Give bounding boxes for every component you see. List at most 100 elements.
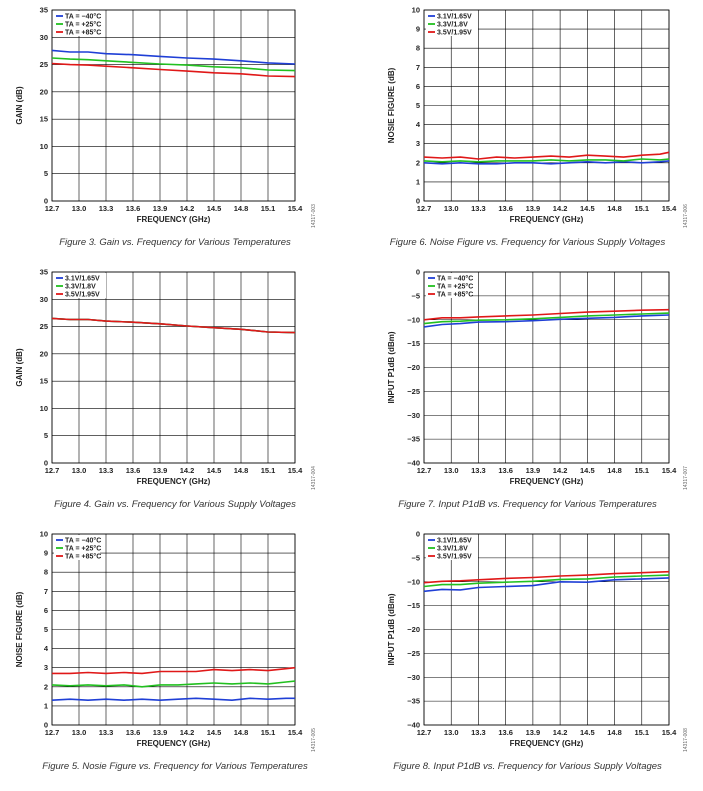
y-tick-label: 0: [44, 197, 48, 206]
x-tick-label: 14.5: [207, 204, 222, 213]
series-line-red: [423, 151, 670, 160]
x-axis-label: FREQUENCY (GHz): [510, 477, 584, 486]
figure-code: 14317-003: [311, 204, 317, 228]
x-tick-label: 12.7: [417, 204, 432, 213]
y-tick-label: 10: [412, 6, 420, 15]
y-tick-label: 10: [40, 404, 48, 413]
chart-caption: Figure 5. Nosie Figure vs. Frequency for…: [42, 761, 308, 772]
x-axis-label: FREQUENCY (GHz): [137, 215, 211, 224]
y-tick-label: −30: [407, 411, 420, 420]
y-tick-label: −5: [411, 553, 420, 562]
legend: TA = −40°CTA = +25°CTA = +85°C: [54, 535, 101, 561]
y-tick-label: 2: [416, 158, 420, 167]
legend-label: TA = +25°C: [65, 21, 101, 29]
legend-label: 3.5V/1.95V: [437, 554, 472, 561]
chart-panel-fig6: 12.7 13.0 13.3 13.6 13.9 14.2 14.5 14.8 15.1 15.4…: [352, 0, 703, 255]
chart-caption: Figure 3. Gain vs. Frequency for Various…: [59, 237, 291, 248]
x-tick-label: 14.2: [180, 728, 195, 737]
x-tick-label: 14.8: [607, 728, 622, 737]
x-tick-label: 14.5: [207, 466, 222, 475]
y-tick-label: 4: [416, 120, 421, 129]
grid: [423, 271, 670, 464]
series-line-blue: [423, 160, 670, 165]
x-tick-label: 15.4: [288, 466, 303, 475]
legend-label: TA = −40°C: [65, 13, 101, 21]
y-tick-label: 30: [40, 33, 48, 42]
grid: [423, 533, 670, 726]
plot-frame: [423, 9, 670, 202]
legend-label: TA = +85°C: [437, 291, 473, 299]
y-tick-label: 15: [40, 115, 48, 124]
y-axis-label: NOSIE FIGURE (dB): [387, 67, 396, 143]
x-tick-label: 14.5: [580, 466, 595, 475]
y-tick-label: 3: [416, 139, 420, 148]
x-tick-label: 13.3: [471, 728, 486, 737]
series-line-blue: [51, 49, 296, 65]
y-tick-label: −20: [407, 625, 420, 634]
x-tick-label: 14.2: [180, 466, 195, 475]
plot-frame: [51, 533, 296, 726]
y-tick-label: −25: [407, 387, 420, 396]
x-tick-label: 15.1: [261, 728, 276, 737]
chart-caption: Figure 4. Gain vs. Frequency for Various…: [54, 499, 296, 510]
y-tick-label: 15: [40, 377, 48, 386]
x-tick-label: 13.3: [471, 204, 486, 213]
y-tick-label: 8: [416, 44, 420, 53]
y-tick-label: 8: [44, 568, 48, 577]
x-tick-label: 15.4: [662, 204, 677, 213]
y-tick-label: −15: [407, 339, 420, 348]
x-tick-label: 14.2: [553, 728, 568, 737]
y-tick-label: 5: [44, 431, 48, 440]
grid: [51, 271, 296, 464]
series-line-blue: [51, 697, 295, 701]
x-tick-label: 15.4: [288, 728, 303, 737]
y-tick-label: 25: [40, 60, 48, 69]
x-tick-label: 12.7: [45, 204, 60, 213]
y-tick-label: −10: [407, 315, 420, 324]
x-tick-label: 13.6: [126, 728, 141, 737]
series-line-red: [423, 308, 670, 321]
y-tick-label: −10: [407, 577, 420, 586]
chart-svg-fig8: 12.7 13.0 13.3 13.6 13.9 14.2 14.5 14.8 15.1 15.4…: [387, 530, 677, 749]
x-tick-label: 13.6: [126, 466, 141, 475]
y-tick-label: 10: [40, 530, 48, 539]
y-tick-label: 9: [416, 25, 420, 34]
legend: TA = −40°CTA = +25°CTA = +85°C: [54, 11, 101, 37]
series-line-green: [423, 574, 670, 588]
y-tick-label: −40: [407, 459, 420, 468]
y-tick-label: −40: [407, 721, 420, 730]
x-tick-label: 14.5: [207, 728, 222, 737]
legend-label: TA = −40°C: [437, 275, 473, 283]
y-tick-label: −30: [407, 673, 420, 682]
legend-label: 3.1V/1.65V: [437, 14, 472, 21]
y-tick-label: 7: [44, 587, 48, 596]
x-tick-label: 14.8: [234, 204, 249, 213]
y-tick-label: −25: [407, 649, 420, 658]
y-tick-label: 20: [40, 349, 48, 358]
y-tick-label: 7: [416, 63, 420, 72]
x-tick-label: 15.1: [261, 466, 276, 475]
chart-panel-fig5: 12.7 13.0 13.3 13.6 13.9 14.2 14.5 14.8 15.1 15.4…: [0, 524, 350, 788]
figure-code: 14317-005: [311, 728, 317, 752]
legend-label: TA = +85°C: [65, 29, 101, 37]
x-tick-label: 15.1: [261, 204, 276, 213]
y-tick-label: 0: [416, 268, 420, 277]
legend-label: 3.1V/1.65V: [437, 538, 472, 545]
y-tick-label: 10: [40, 142, 48, 151]
x-tick-label: 14.8: [234, 466, 249, 475]
y-tick-label: 6: [44, 606, 48, 615]
x-tick-label: 12.7: [45, 466, 60, 475]
x-tick-label: 14.8: [607, 204, 622, 213]
x-tick-label: 15.4: [662, 728, 677, 737]
x-tick-label: 13.0: [72, 204, 87, 213]
y-tick-label: 3: [44, 663, 48, 672]
series-line-green: [423, 312, 670, 325]
x-tick-label: 13.0: [72, 728, 87, 737]
legend-label: 3.3V/1.8V: [65, 284, 96, 291]
series-line-green: [423, 158, 670, 163]
x-tick-label: 15.1: [634, 204, 649, 213]
y-axis-label: INPUT P1dB (dBm): [387, 593, 396, 665]
legend-label: TA = +25°C: [437, 283, 473, 291]
legend-label: 3.5V/1.95V: [65, 292, 100, 299]
